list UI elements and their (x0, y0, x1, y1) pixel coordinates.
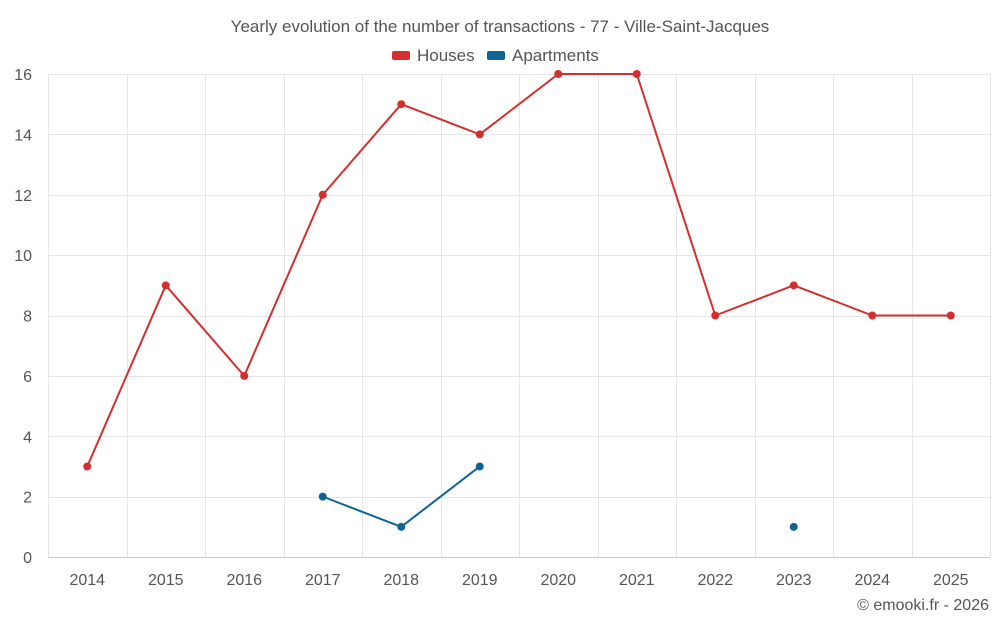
houses-point-2016[interactable] (240, 371, 249, 380)
houses-point-2018[interactable] (397, 100, 406, 109)
x-tick-label: 2021 (619, 572, 655, 589)
apartments-point-2018[interactable] (397, 522, 406, 531)
x-tick-label: 2020 (540, 572, 576, 589)
y-tick-label: 14 (14, 127, 32, 144)
x-tick-label: 2022 (697, 572, 733, 589)
houses-point-2024[interactable] (868, 311, 877, 320)
apartments-point-2023[interactable] (789, 522, 798, 531)
houses-line (86, 73, 951, 467)
series-houses (83, 70, 955, 471)
y-tick-label: 10 (14, 248, 32, 265)
x-tick-label: 2019 (462, 572, 498, 589)
x-tick-label: 2023 (776, 572, 812, 589)
series-apartments (318, 462, 798, 531)
legend-item-apartments[interactable]: Apartments (487, 46, 599, 65)
x-tick-label: 2018 (383, 572, 419, 589)
legend-item-houses[interactable]: Houses (392, 46, 475, 65)
y-tick-label: 6 (23, 369, 32, 386)
x-tick-label: 2015 (148, 572, 184, 589)
x-gridlines (48, 74, 991, 557)
x-tick-label: 2017 (305, 572, 341, 589)
series-layer (83, 70, 955, 531)
y-tick-label: 2 (23, 490, 32, 507)
houses-point-2017[interactable] (318, 190, 327, 199)
houses-point-2014[interactable] (83, 462, 92, 471)
legend-swatch (392, 51, 410, 60)
houses-point-2021[interactable] (632, 70, 641, 78)
apartments-point-2017[interactable] (318, 492, 327, 501)
x-tick-label: 2024 (854, 572, 890, 589)
apartments-line (322, 465, 481, 528)
y-tick-label: 0 (23, 550, 32, 567)
x-axis-ticks: 2014 2015 2016 2017 2018 2019 2020 2021 2022 2023… (69, 572, 968, 589)
houses-point-2022[interactable] (711, 311, 720, 320)
x-tick-label: 2014 (69, 572, 105, 589)
y-tick-label: 4 (23, 429, 32, 446)
y-tick-label: 12 (14, 188, 32, 205)
legend-label: Apartments (512, 46, 599, 65)
credit-text: © emooki.fr - 2026 (857, 597, 989, 614)
legend: Houses Apartments (392, 46, 599, 65)
x-tick-label: 2025 (933, 572, 969, 589)
y-axis-ticks: 0 2 4 6 8 10 12 14 16 (14, 67, 32, 567)
chart-title: Yearly evolution of the number of transa… (231, 17, 770, 36)
y-tick-label: 8 (23, 309, 32, 326)
houses-point-2020[interactable] (554, 70, 563, 78)
houses-point-2015[interactable] (161, 281, 170, 290)
houses-point-2023[interactable] (789, 281, 798, 290)
legend-swatch (487, 51, 505, 60)
y-gridlines (48, 74, 990, 498)
houses-point-2025[interactable] (946, 311, 955, 320)
x-tick-label: 2016 (226, 572, 262, 589)
apartments-point-2019[interactable] (475, 462, 484, 471)
houses-point-2019[interactable] (475, 130, 484, 139)
legend-label: Houses (417, 46, 475, 65)
y-tick-label: 16 (14, 67, 32, 84)
